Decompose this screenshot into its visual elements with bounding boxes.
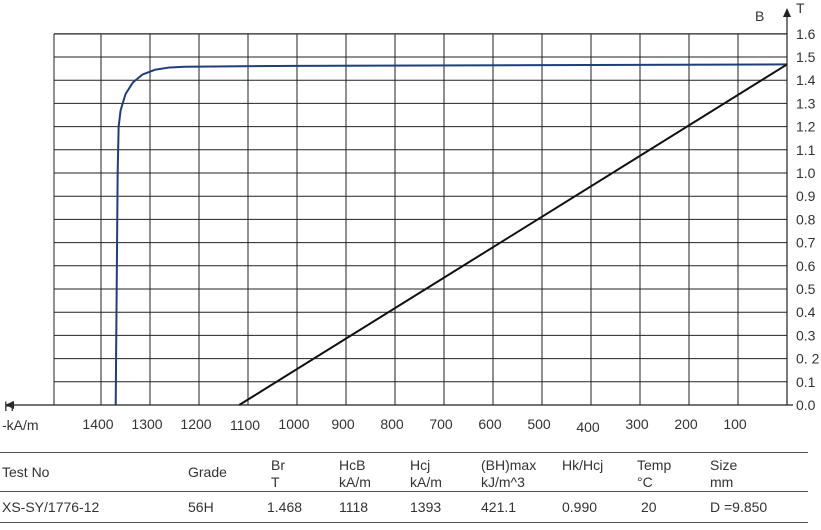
bh-demagnetization-chart: 1400 1300 1200 1100 1000 900 800 700 600 500 400 30…: [2, 0, 820, 435]
x-tick-label: 600: [478, 416, 502, 432]
chart-axes: [5, 8, 793, 409]
y-tick-label: 0.5: [796, 281, 816, 297]
y-tick-label: 1.6: [796, 26, 816, 42]
x-tick-label: 1100: [230, 417, 260, 433]
header-hcb: HcB kA/m: [339, 457, 371, 490]
cell-hcj: 1393: [410, 499, 442, 515]
demagnetization-curve: [114, 63, 788, 406]
y-tick-label: 0.1: [796, 374, 816, 390]
header-hk-hcj: Hk/Hcj: [562, 457, 604, 473]
b-axis-arrow-label: B: [755, 8, 764, 24]
h-axis-arrow-label: H: [4, 398, 14, 414]
cell-hk-hcj: 0.990: [562, 499, 598, 515]
cell-test-no: XS-SY/1776-12: [2, 499, 100, 515]
x-tick-label: 100: [723, 416, 747, 432]
y-tick-label: 1.4: [796, 72, 816, 88]
load-line: [238, 63, 788, 406]
y-tick-label: 0.0: [796, 397, 816, 413]
cell-grade: 56H: [188, 499, 214, 515]
y-tick-label: 1.0: [796, 165, 816, 181]
y-tick-label: 1.5: [796, 49, 816, 65]
x-tick-label: 1200: [180, 416, 211, 432]
header-test-no: Test No: [2, 464, 50, 480]
x-tick-label: 1300: [131, 416, 162, 432]
cell-br: 1.468: [267, 499, 303, 515]
cell-hcb: 1118: [339, 499, 369, 515]
x-axis-arrow: [5, 401, 14, 409]
y-tick-label: 0. 2: [796, 351, 820, 367]
x-tick-label: 1400: [82, 416, 113, 432]
y-tick-label: 1.2: [796, 119, 816, 135]
header-temp: Temp °C: [637, 457, 672, 490]
x-tick-label: 300: [625, 416, 649, 432]
x-tick-label: 400: [576, 419, 600, 435]
x-tick-label: 900: [331, 416, 355, 432]
y-tick-label: 0.6: [796, 258, 816, 274]
y-tick-label: 1.1: [796, 142, 816, 158]
table-top-rule: [0, 452, 808, 453]
y-tick-label: 0.7: [796, 235, 816, 251]
header-bhmax: (BH)max kJ/m^3: [481, 457, 537, 490]
cell-bhmax: 421.1: [481, 499, 517, 515]
x-tick-label: 1000: [278, 416, 309, 432]
header-grade: Grade: [188, 464, 227, 480]
y-tick-label: 0.9: [796, 188, 816, 204]
chart-series: [114, 63, 788, 406]
header-size: Size mm: [710, 457, 738, 490]
x-axis-unit-label: -kA/m: [2, 417, 39, 433]
header-hcj: Hcj kA/m: [410, 457, 442, 490]
y-axis-unit-label: T: [796, 0, 805, 16]
y-tick-label: 0.4: [796, 304, 816, 320]
cell-size: D =9.850: [710, 499, 768, 515]
x-tick-label: 500: [527, 416, 551, 432]
chart-grid: [53, 33, 787, 405]
chart-tick-labels: 1400 1300 1200 1100 1000 900 800 700 600 500 400 30…: [82, 26, 819, 435]
x-tick-label: 800: [380, 416, 404, 432]
y-tick-label: 0.8: [796, 211, 816, 227]
y-tick-label: 0.3: [796, 327, 816, 343]
table-bottom-rule: [0, 522, 808, 523]
header-br: Br T: [271, 457, 285, 490]
table-header-rule: [0, 491, 808, 492]
y-axis-arrow: [783, 8, 791, 17]
cell-temp: 20: [641, 499, 657, 515]
x-tick-label: 700: [429, 416, 453, 432]
y-tick-label: 1.3: [796, 95, 816, 111]
x-tick-label: 200: [674, 416, 698, 432]
